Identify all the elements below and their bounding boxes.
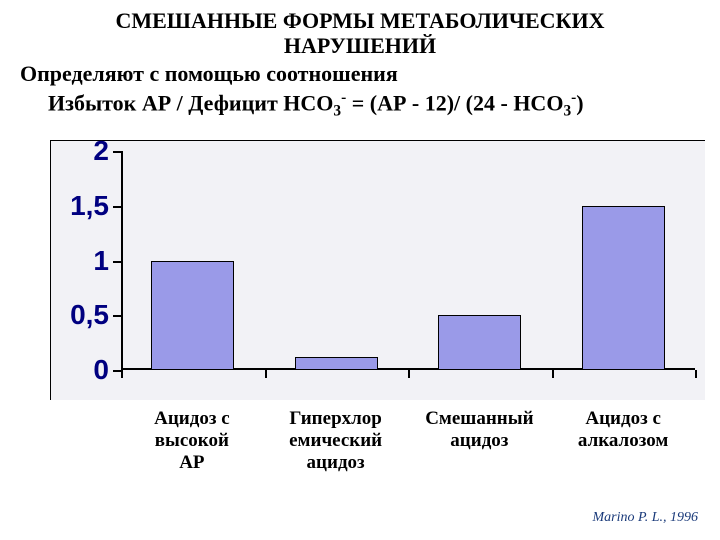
x-tick xyxy=(552,370,554,378)
y-tick-label: 1,5 xyxy=(70,190,109,222)
category-label: Смешанныйацидоз xyxy=(408,408,552,474)
y-tick xyxy=(113,151,121,153)
plot-area: 00,511,52 xyxy=(121,151,695,370)
bar xyxy=(295,357,378,370)
y-tick xyxy=(113,206,121,208)
title-line-2: НАРУШЕНИЙ xyxy=(284,33,436,58)
title-line-1: СМЕШАННЫЕ ФОРМЫ МЕТАБОЛИЧЕСКИХ xyxy=(115,8,604,33)
x-tick xyxy=(265,370,267,378)
chart: ΔАР / Δ НСО3- 00,511,52 xyxy=(0,140,720,400)
x-tick xyxy=(121,370,123,378)
y-tick xyxy=(113,315,121,317)
category-label: Ацидоз салкалозом xyxy=(551,408,695,474)
y-tick-label: 0 xyxy=(93,354,109,386)
formula: Избыток АР / Дефицит НСО3- = (АР - 12)/ … xyxy=(20,89,700,121)
y-tick xyxy=(113,370,121,372)
y-tick-label: 1 xyxy=(93,245,109,277)
bar xyxy=(151,261,234,371)
x-tick xyxy=(408,370,410,378)
bar xyxy=(438,315,521,370)
plot-panel: 00,511,52 xyxy=(50,140,705,400)
y-tick-label: 0,5 xyxy=(70,299,109,331)
category-labels: Ацидоз свысокойАРГиперхлоремическийацидо… xyxy=(120,408,695,474)
y-axis xyxy=(121,151,123,370)
category-label: Ацидоз свысокойАР xyxy=(120,408,264,474)
title: СМЕШАННЫЕ ФОРМЫ МЕТАБОЛИЧЕСКИХ НАРУШЕНИЙ xyxy=(20,8,700,59)
subtitle: Определяют с помощью соотношения xyxy=(20,61,700,87)
citation: Marino P. L., 1996 xyxy=(592,510,698,526)
y-tick xyxy=(113,261,121,263)
x-tick xyxy=(695,370,697,378)
header-block: СМЕШАННЫЕ ФОРМЫ МЕТАБОЛИЧЕСКИХ НАРУШЕНИЙ… xyxy=(0,0,720,120)
page: СМЕШАННЫЕ ФОРМЫ МЕТАБОЛИЧЕСКИХ НАРУШЕНИЙ… xyxy=(0,0,720,540)
category-label: Гиперхлоремическийацидоз xyxy=(264,408,408,474)
bar xyxy=(582,206,665,370)
y-tick-label: 2 xyxy=(93,135,109,167)
